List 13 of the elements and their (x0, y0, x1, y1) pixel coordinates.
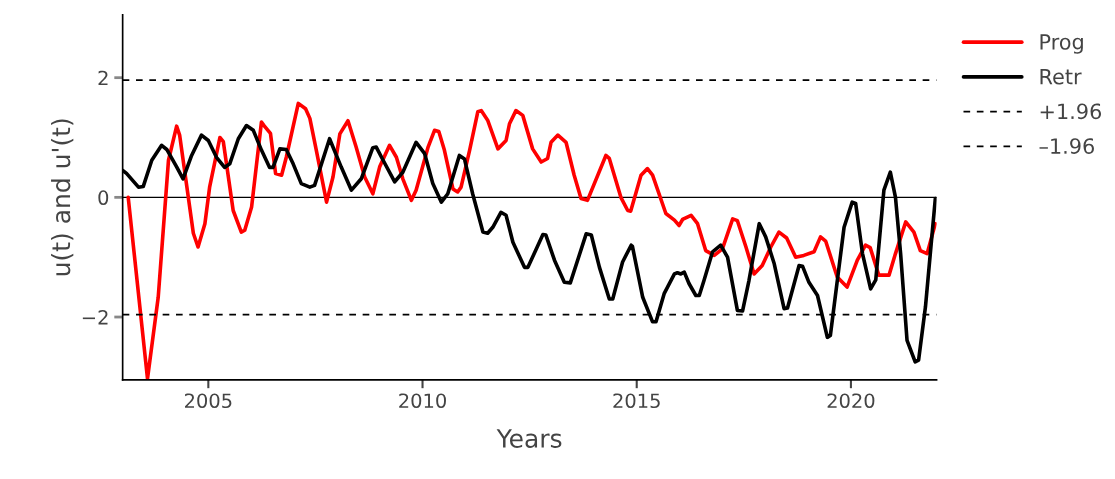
legend-label: +1.96 (1040, 103, 1102, 120)
legend-label: Retr (1040, 68, 1082, 85)
x-tick-label: 2010 (399, 393, 446, 409)
y-tick-label: 0 (98, 190, 109, 206)
x-axis-title: Years (496, 429, 562, 448)
y-tick-label: −2 (82, 309, 108, 325)
y-tick-label: 2 (98, 70, 108, 86)
x-tick-label: 2020 (827, 393, 875, 409)
x-tick-label: 2015 (613, 393, 660, 409)
x-tick-label: 2005 (185, 393, 232, 409)
legend-label: –1.96 (1039, 138, 1094, 154)
legend-label: Prog (1040, 34, 1083, 54)
y-axis-title: u(t) and u'(t) (51, 119, 74, 276)
